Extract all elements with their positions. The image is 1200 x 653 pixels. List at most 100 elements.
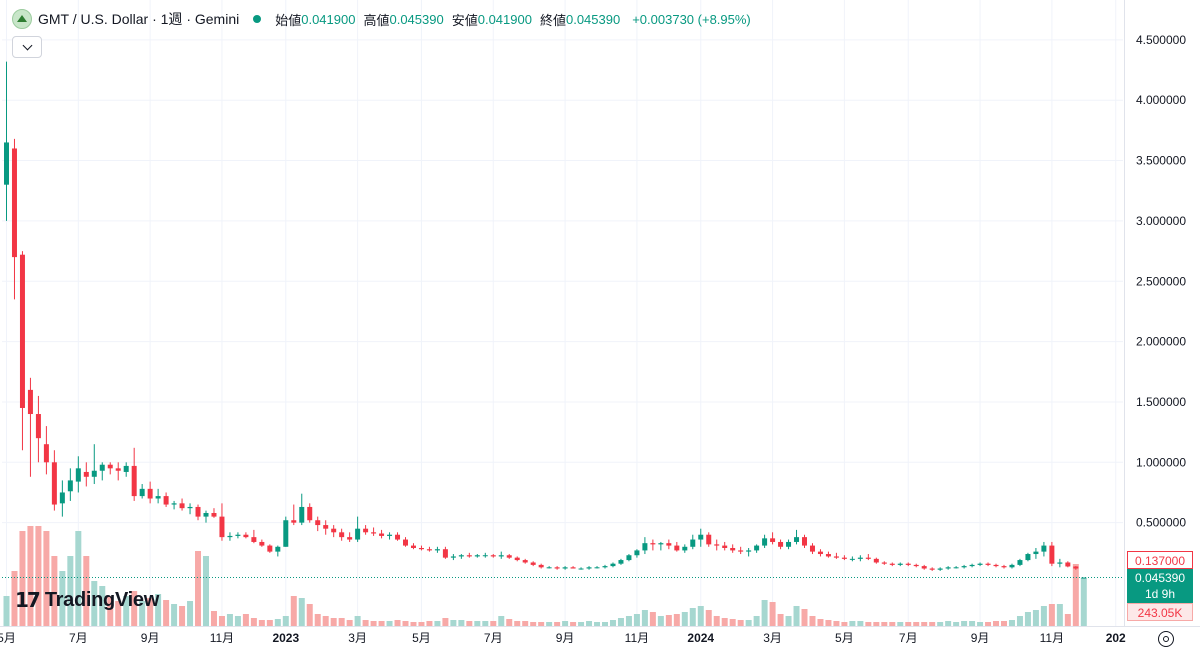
volume-bar (298, 598, 305, 626)
candle-body (1001, 566, 1007, 568)
candle-body (171, 503, 177, 505)
y-tick-label: 4.000000 (1136, 93, 1186, 107)
candle-body (746, 550, 752, 552)
volume-bar (466, 621, 473, 626)
volume-bar (913, 622, 920, 626)
candle-body (594, 567, 600, 569)
volume-bar (1072, 564, 1079, 626)
candle-body (889, 563, 895, 565)
volume-bar (179, 606, 186, 626)
volume-bar (450, 620, 457, 626)
candle-body (937, 568, 943, 570)
candle-body (163, 496, 169, 505)
candle-body (83, 471, 89, 477)
volume-bar (139, 601, 146, 626)
x-tick-label: 11月 (1040, 631, 1064, 645)
candle-body (658, 543, 664, 545)
candle-body (1025, 554, 1031, 561)
time-axis: 5月 7月 9月 11月 2023 3月 5月 7月 9月 11月 2024 3月 5月 7月 9月 11月 2… (0, 631, 1126, 645)
price-axis: 0.500000 1.000000 1.500000 2.000000 2.500000… (1136, 33, 1186, 530)
volume-bar (203, 556, 209, 626)
volume-bar (809, 616, 816, 626)
volume-bar (897, 622, 904, 626)
x-tick-label: 7月 (899, 631, 918, 645)
candle-body (474, 555, 480, 557)
volume-bar (1064, 614, 1071, 626)
candle-body (283, 520, 289, 547)
candlesticks (4, 61, 1087, 579)
tradingview-logo-icon: 17 (15, 588, 41, 612)
candle-body (450, 556, 456, 558)
high-label: 高値 (363, 12, 390, 28)
volume-bar (881, 622, 888, 626)
candle-body (722, 545, 728, 548)
candle-body (434, 549, 440, 551)
volume-bar (290, 596, 297, 626)
volume-bar (921, 622, 928, 626)
candle-body (809, 545, 815, 552)
symbol-title[interactable]: GMT / U.S. Dollar · 1週 · Gemini (38, 11, 240, 27)
gear-icon[interactable] (1158, 631, 1174, 647)
x-tick-label: 11月 (210, 631, 234, 645)
candle-body (817, 551, 823, 555)
candle-body (275, 546, 281, 552)
volume-bar (171, 604, 178, 626)
candle-body (75, 468, 81, 482)
candle-body (642, 543, 648, 551)
volume-bar (825, 620, 832, 626)
volume-bar (753, 616, 760, 626)
x-tick-label: 9月 (971, 631, 990, 645)
volume-bar (322, 616, 329, 626)
x-tick-label: 7月 (484, 631, 503, 645)
candle-body (403, 539, 408, 546)
candle-body (155, 496, 161, 499)
volume-bar (617, 618, 624, 626)
candle-body (762, 538, 768, 546)
candle-body (418, 547, 424, 550)
volume-bar (977, 622, 984, 626)
volume-bar (362, 620, 369, 626)
x-tick-label: 7月 (69, 631, 88, 645)
y-tick-label: 2.000000 (1136, 335, 1186, 349)
volume-bar (530, 622, 537, 626)
volume-bar (793, 606, 800, 626)
candle-body (235, 534, 241, 536)
volume-bar (210, 611, 217, 626)
volume-bar (945, 621, 952, 626)
tradingview-wordmark: TradingView (44, 588, 159, 611)
volume-bar (1048, 604, 1055, 626)
market-status-dot-icon (253, 15, 262, 23)
candle-body (1049, 545, 1055, 564)
volume-bar (769, 602, 776, 626)
candle-body (714, 544, 720, 546)
candle-body (91, 470, 97, 477)
volume-bar (681, 612, 688, 626)
volume-bar (11, 571, 18, 626)
candle-body (794, 537, 800, 542)
candle-body (610, 563, 616, 567)
volume-bar (43, 531, 50, 626)
candle-body (363, 528, 369, 533)
legend-collapse-button[interactable] (12, 36, 42, 58)
candle-body (618, 560, 624, 564)
candle-body (754, 545, 760, 551)
volume-bar (338, 618, 345, 626)
candle-body (1065, 562, 1071, 567)
volume-bar (953, 622, 960, 626)
tradingview-logo[interactable]: 17 TradingView (15, 588, 159, 612)
candle-body (458, 555, 464, 557)
x-tick-label: 5月 (835, 631, 854, 645)
volume-bar (226, 614, 233, 626)
volume-bar (458, 620, 465, 626)
candle-body (921, 566, 927, 569)
y-tick-label: 1.000000 (1136, 455, 1186, 469)
high-value: 0.045390 (389, 11, 444, 27)
volume-bar (282, 616, 289, 626)
candle-body (339, 532, 345, 538)
candle-body (802, 537, 807, 546)
volume-bar (602, 622, 608, 626)
volume-bar (578, 622, 585, 626)
volume-bar (625, 616, 632, 626)
candle-body (841, 557, 847, 559)
